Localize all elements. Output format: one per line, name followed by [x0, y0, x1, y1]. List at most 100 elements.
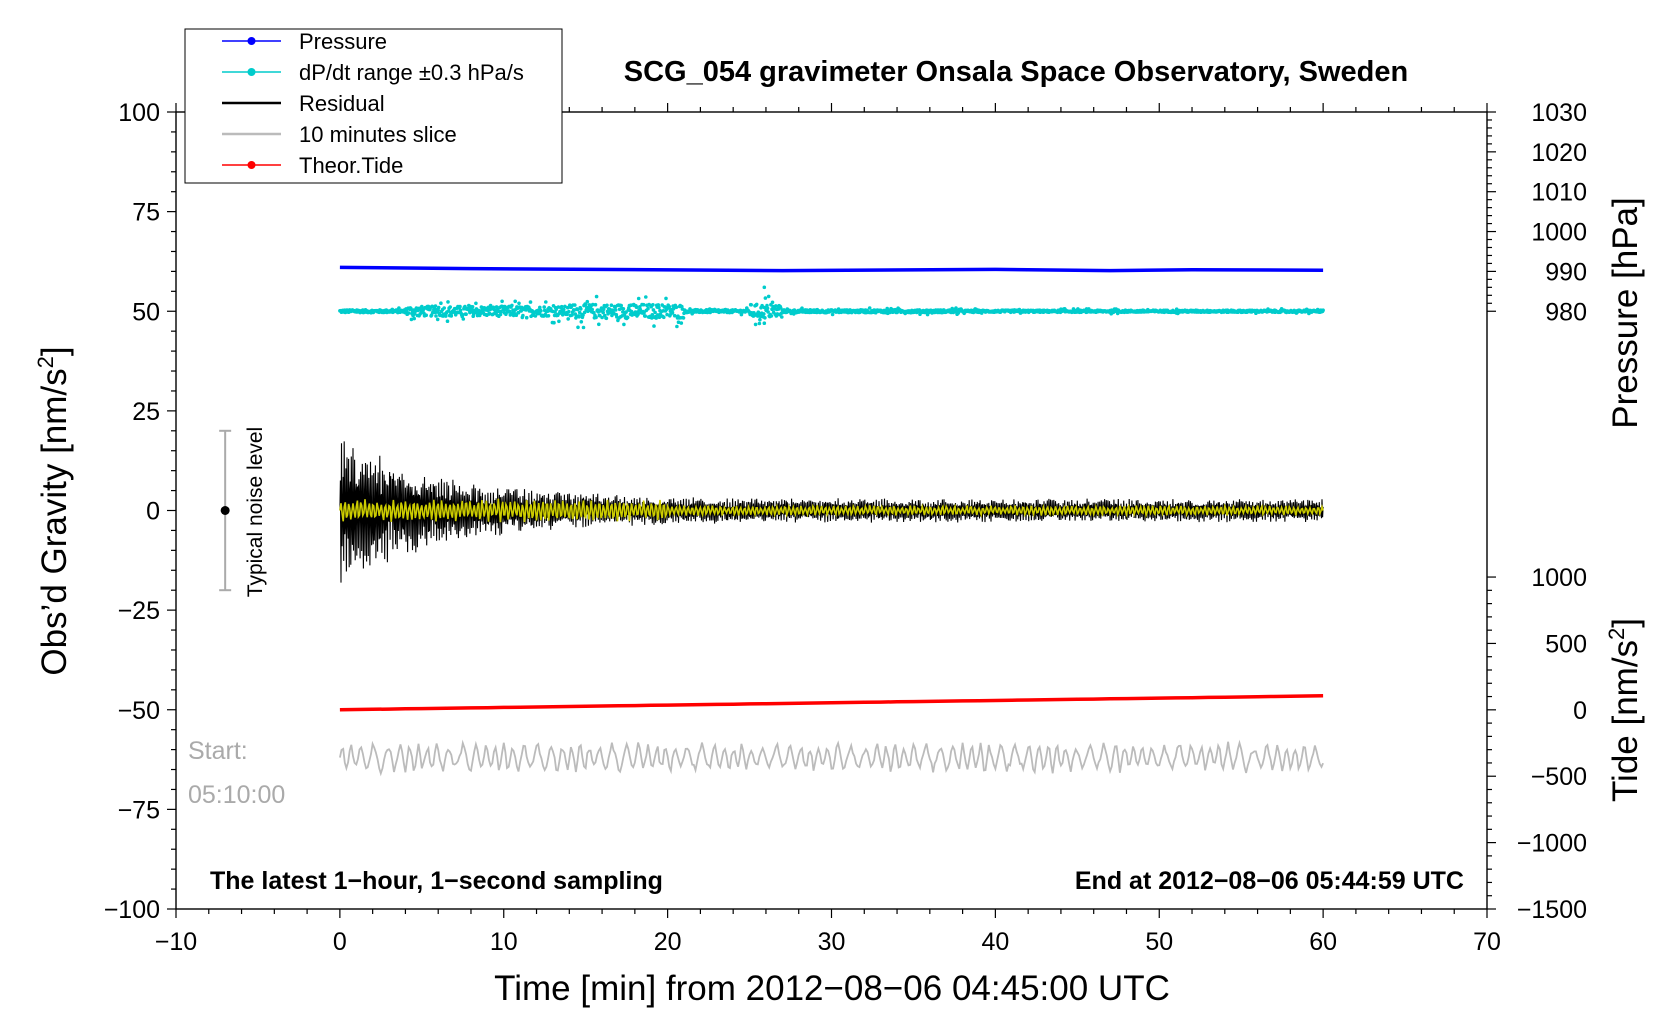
dpdt-point [444, 314, 448, 318]
dpdt-point [557, 319, 561, 324]
dpdt-point [765, 303, 769, 308]
dpdt-point [657, 305, 661, 310]
dpdt-point [672, 313, 677, 318]
dpdt-point [867, 306, 872, 310]
dpdt-point [765, 306, 770, 311]
dpdt-point [409, 317, 414, 322]
x-tick-label: 50 [1145, 928, 1173, 956]
dpdt-point [763, 316, 767, 320]
y-tick-label: −50 [118, 697, 160, 725]
dpdt-point [479, 311, 483, 316]
dpdt-point [566, 317, 570, 321]
series-theor-tide-line [339, 694, 1324, 712]
tide-axis: 1000 500 0 −500 −1000 −1500 [1487, 564, 1587, 924]
dpdt-point [556, 305, 561, 309]
dpdt-point [533, 314, 538, 318]
tide-tick-label: −1500 [1517, 896, 1587, 924]
pressure-tick-label: 980 [1545, 298, 1587, 326]
start-label: Start: [188, 737, 248, 765]
x-tick-label: 70 [1473, 928, 1501, 956]
dpdt-point [665, 312, 669, 317]
dpdt-point [562, 307, 566, 312]
dpdt-point [753, 322, 758, 327]
dpdt-point [464, 312, 468, 317]
dpdt-point [650, 316, 654, 320]
tide-tick-label: 1000 [1531, 564, 1587, 592]
dpdt-point [510, 303, 514, 308]
dpdt-point [513, 299, 517, 304]
dpdt-point [766, 310, 770, 314]
dpdt-point [652, 324, 656, 328]
dpdt-point [762, 305, 767, 310]
legend: Pressure dP/dt range ±0.3 hPa/s Residual 10… [184, 28, 563, 184]
dpdt-point [604, 316, 609, 321]
dpdt-point [500, 299, 504, 304]
dpdt-point [579, 320, 584, 324]
dpdt-point [675, 324, 679, 329]
dpdt-point [625, 315, 630, 320]
dpdt-point [565, 312, 569, 317]
dpdt-point [752, 313, 757, 318]
x-tick-label: 40 [981, 928, 1009, 956]
dpdt-point [758, 317, 762, 322]
dpdt-point [664, 296, 668, 301]
legend-label: Pressure [299, 29, 387, 54]
dpdt-point [646, 306, 650, 311]
legend-box [184, 28, 563, 184]
dpdt-point [539, 309, 543, 313]
dpdt-point [634, 305, 639, 310]
dpdt-point [544, 300, 548, 304]
x-tick-label: 10 [490, 928, 518, 956]
dpdt-point [641, 302, 646, 307]
dpdt-point [954, 306, 958, 310]
dpdt-point [521, 313, 525, 318]
dpdt-point [519, 309, 523, 313]
dpdt-point [439, 301, 443, 306]
dpdt-point [581, 313, 585, 317]
dpdt-point [654, 316, 658, 320]
dpdt-point [762, 321, 767, 326]
dpdt-point [757, 321, 762, 326]
dpdt-point [442, 306, 447, 310]
dpdt-point [552, 320, 556, 325]
chart-title: SCG_054 gravimeter Onsala Space Observat… [624, 56, 1408, 88]
tide-tick-label: 0 [1573, 697, 1587, 725]
dpdt-point [770, 300, 775, 305]
tide-axis-label: Tide [nm/s2] [1604, 618, 1645, 802]
dpdt-point [406, 311, 411, 315]
dpdt-point [597, 322, 601, 327]
noise-level-marker [219, 429, 232, 592]
dpdt-point [830, 312, 835, 317]
y-tick-label: 0 [146, 498, 160, 526]
dpdt-point [1321, 308, 1325, 313]
pressure-tick-label: 1030 [1531, 99, 1587, 127]
x-tick-label: 30 [818, 928, 846, 956]
dpdt-point [479, 305, 484, 309]
noise-level-dot [220, 506, 230, 515]
dpdt-point [763, 296, 768, 300]
y-tick-label: 25 [132, 398, 160, 426]
dpdt-point [546, 314, 551, 318]
dpdt-point [594, 294, 599, 299]
left-y-axis-label-superscript: 2 [33, 356, 58, 368]
dpdt-point [581, 325, 586, 330]
dpdt-point [591, 302, 595, 307]
dpdt-point [412, 316, 417, 321]
dpdt-point [619, 303, 623, 308]
dpdt-point [397, 306, 401, 310]
legend-label: 10 minutes slice [299, 122, 457, 147]
start-time: 05:10:00 [188, 781, 285, 809]
legend-label: Theor.Tide [299, 153, 403, 178]
dpdt-point [636, 296, 641, 301]
dpdt-point [470, 305, 475, 309]
series-pressure-line [339, 265, 1324, 273]
dpdt-point [590, 307, 594, 312]
dpdt-point [487, 311, 492, 316]
dpdt-point [766, 294, 771, 299]
dpdt-point [577, 315, 581, 319]
dpdt-point [601, 307, 606, 312]
series-residual-smoothed-line [339, 498, 1324, 523]
dpdt-point [461, 313, 465, 317]
tide-tick-label: 500 [1545, 630, 1587, 658]
x-tick-label: −10 [155, 928, 197, 956]
